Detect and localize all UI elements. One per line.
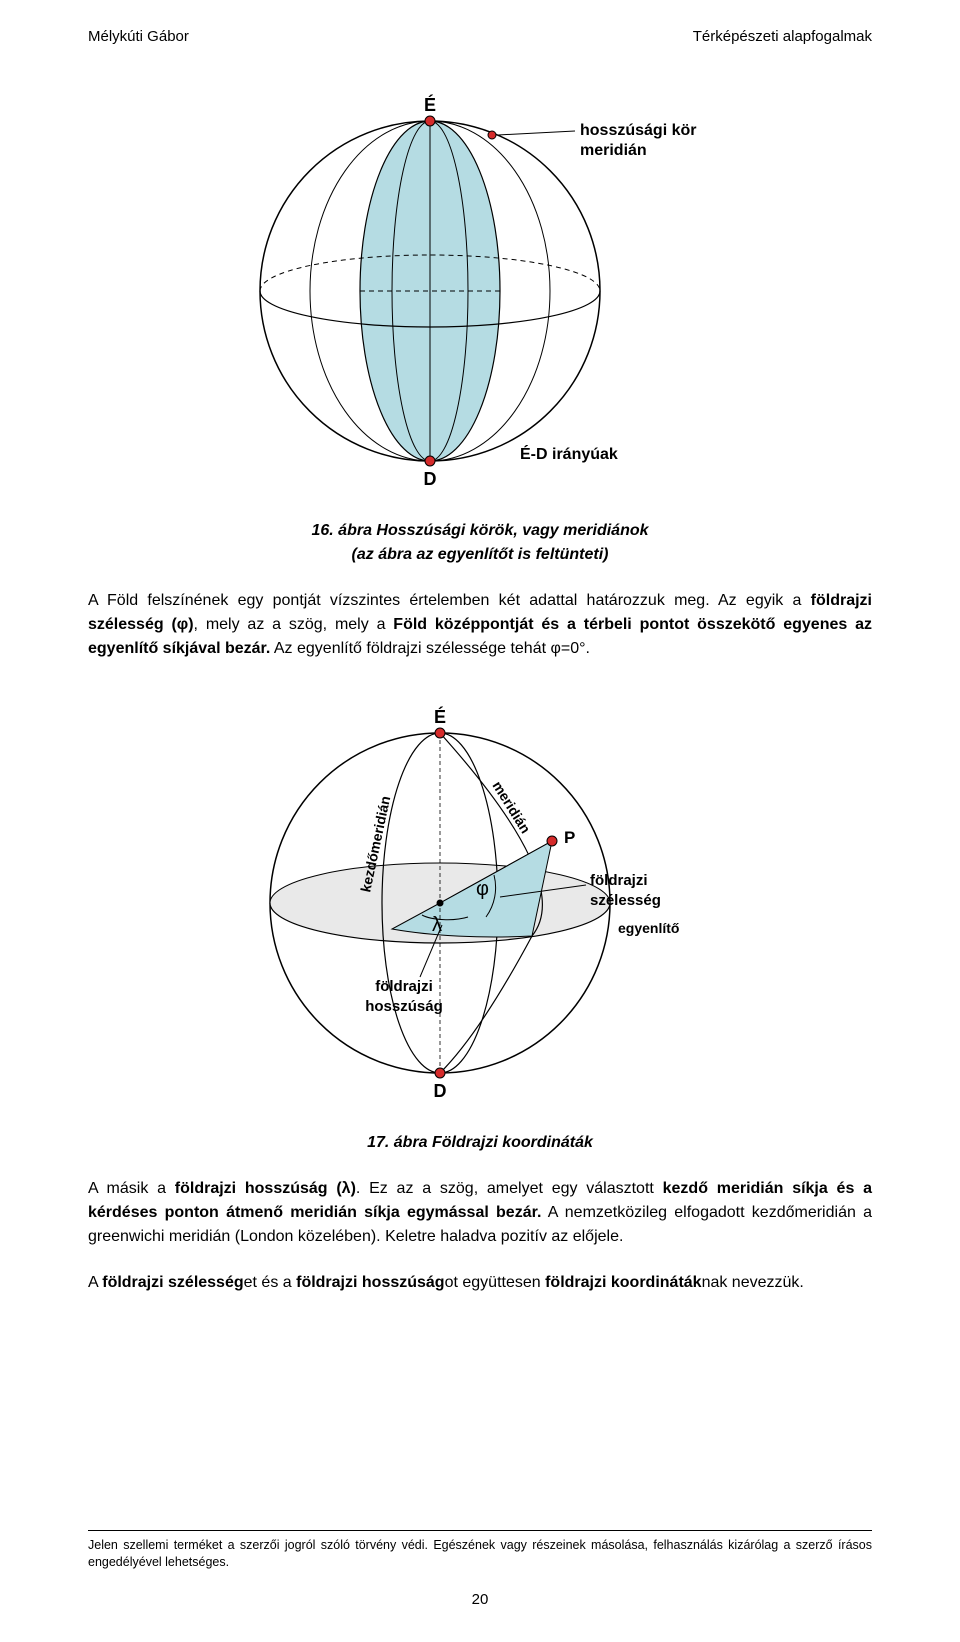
svg-text:É: É [424,94,436,115]
paragraph-3: A földrajzi szélességet és a földrajzi h… [88,1271,872,1295]
p2-text2: . Ez az a szög, amelyet egy választott [356,1180,663,1197]
p1-text2: , mely az a szög, mely a [194,616,394,633]
svg-text:meridián: meridián [580,142,647,159]
svg-text:D: D [424,469,437,489]
globe-meridians-diagram: É Dhosszúsági kör meridián É-D irányúak [220,71,740,501]
caption-16-line1: 16. ábra Hosszúsági körök, vagy meridián… [311,522,648,539]
p1-text3: Az egyenlítő földrajzi szélessége tehát … [270,640,590,657]
svg-text:É: É [434,706,446,727]
svg-text:φ: φ [476,878,489,900]
header-right: Térképészeti alapfogalmak [693,28,872,45]
page-footer: Jelen szellemi terméket a szerzői jogról… [88,1530,872,1608]
p3-text: A [88,1274,102,1291]
figure-16: É Dhosszúsági kör meridián É-D irányúak [88,71,872,501]
figure-16-caption: 16. ábra Hosszúsági körök, vagy meridián… [88,519,872,567]
svg-text:hosszúság: hosszúság [365,998,443,1015]
p2-text: A másik a [88,1180,175,1197]
svg-text:P: P [564,828,575,847]
caption-17: 17. ábra Földrajzi koordináták [367,1134,593,1151]
globe-coordinates-diagram: ÉDPφλkezdőmeridiánmeridiánföldrajziszéle… [220,683,740,1113]
page-header: Mélykúti Gábor Térképészeti alapfogalmak [88,28,872,45]
p1-text: A Föld felszínének egy pontját vízszinte… [88,592,811,609]
p3-b2: földrajzi hosszúság [296,1274,444,1291]
svg-text:É-D irányúak: É-D irányúak [520,444,618,463]
figure-17-caption: 17. ábra Földrajzi koordináták [88,1131,872,1155]
p3-text4: nak nevezzük. [702,1274,804,1291]
svg-text:földrajzi: földrajzi [590,872,648,889]
header-left: Mélykúti Gábor [88,28,189,45]
p2-bold-hosszusag: földrajzi hosszúság (λ) [175,1180,356,1197]
p3-b1: földrajzi szélesség [102,1274,243,1291]
paragraph-2: A másik a földrajzi hosszúság (λ). Ez az… [88,1177,872,1249]
page-number: 20 [88,1591,872,1608]
svg-text:hosszúsági kör: hosszúsági kör [580,122,696,139]
paragraph-1: A Föld felszínének egy pontját vízszinte… [88,589,872,661]
svg-text:szélesség: szélesség [590,892,661,909]
copyright-footnote: Jelen szellemi terméket a szerzői jogról… [88,1530,872,1571]
svg-text:λ: λ [432,914,442,936]
p3-text2: et és a [244,1274,296,1291]
figure-17: ÉDPφλkezdőmeridiánmeridiánföldrajziszéle… [88,683,872,1113]
p3-b3: földrajzi koordináták [545,1274,701,1291]
svg-text:egyenlítő: egyenlítő [618,920,679,936]
caption-16-line2: (az ábra az egyenlítőt is feltünteti) [352,546,609,563]
p3-text3: ot együttesen [445,1274,546,1291]
svg-text:földrajzi: földrajzi [375,978,433,995]
svg-text:D: D [434,1081,447,1101]
